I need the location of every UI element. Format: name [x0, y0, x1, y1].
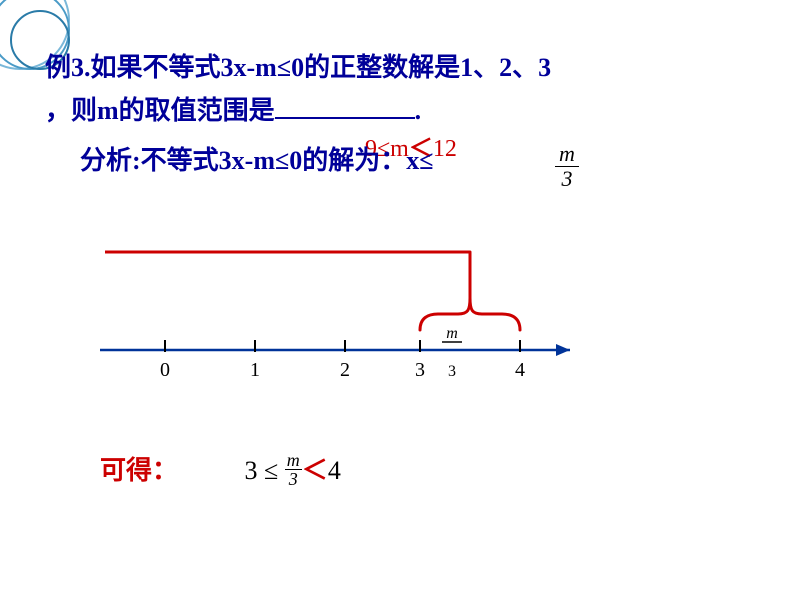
analysis-frac-num: m [555, 142, 579, 167]
content-area: 例3.如果不等式3x-m≤0的正整数解是1、2、3 ，则m的取值范围是. 9≤m… [45, 48, 745, 130]
numberline-svg: 0 1 2 3 4 m 3 [100, 230, 660, 410]
result-line: 可得： 3 ≤ m 3 ＜4 [100, 450, 341, 492]
result-right: 4 [328, 456, 341, 485]
line2-prefix: ，则m的取值范围是 [45, 96, 275, 125]
svg-text:1: 1 [250, 359, 260, 381]
result-fraction: m 3 [285, 451, 302, 488]
result-lt: ＜ [302, 456, 328, 485]
analysis-fraction: m 3 [555, 142, 579, 191]
svg-text:0: 0 [160, 359, 170, 381]
result-expression: 3 ≤ m 3 ＜4 [245, 456, 341, 485]
svg-text:m: m [446, 325, 458, 342]
analysis-prefix: 分析:不等式3x-m≤0的解为：x≤ [80, 146, 434, 175]
line2-suffix: . [415, 96, 422, 125]
result-frac-num: m [285, 451, 302, 470]
result-label: 可得： [100, 456, 178, 485]
numberline-container: 0 1 2 3 4 m 3 [100, 230, 660, 410]
svg-text:3: 3 [448, 363, 456, 380]
analysis-frac-den: 3 [555, 167, 579, 191]
analysis-line: 分析:不等式3x-m≤0的解为：x≤ [80, 140, 434, 177]
problem-line1: 例3.如果不等式3x-m≤0的正整数解是1、2、3 [45, 48, 745, 87]
svg-text:4: 4 [515, 359, 525, 381]
answer-blank [275, 117, 415, 119]
result-frac-den: 3 [285, 470, 302, 488]
svg-text:2: 2 [340, 359, 350, 381]
svg-text:3: 3 [415, 359, 425, 381]
result-left: 3 ≤ [245, 456, 285, 485]
problem-line2: ，则m的取值范围是. 9≤m＜12 [45, 91, 745, 130]
